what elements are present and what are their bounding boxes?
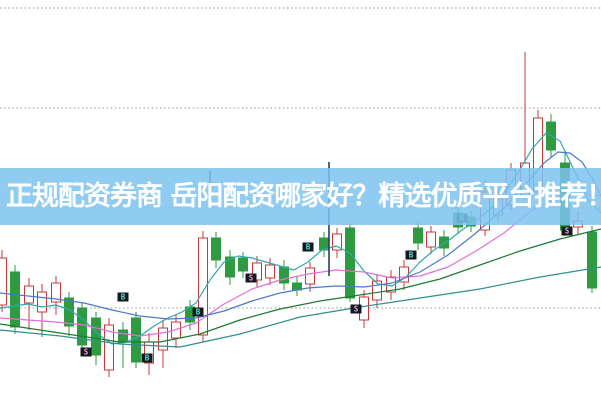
candle-down <box>118 322 128 368</box>
svg-text:B: B <box>145 354 150 363</box>
sell-signal-marker: S <box>350 304 362 314</box>
gridlines-group <box>0 7 601 309</box>
svg-text:B: B <box>409 251 414 260</box>
svg-text:S: S <box>354 305 359 314</box>
buy-signal-marker: B <box>117 292 129 302</box>
candle-up <box>0 250 7 312</box>
candle-up <box>51 276 61 315</box>
candle-down <box>345 224 355 302</box>
svg-text:S: S <box>249 274 254 283</box>
candle-down <box>587 226 597 293</box>
candle-down <box>279 260 289 290</box>
candle-up <box>265 258 275 285</box>
candle-up <box>332 228 342 258</box>
buy-signal-marker: B <box>405 250 417 260</box>
buy-signal-marker: B <box>141 353 153 363</box>
candle-down <box>319 232 329 257</box>
candle-up <box>426 226 436 254</box>
buy-signal-marker: B <box>192 307 204 317</box>
candle-down <box>211 232 221 268</box>
svg-text:S: S <box>565 227 570 236</box>
sell-signal-marker: S <box>561 226 573 236</box>
ma-dark-green <box>0 228 601 343</box>
candle-up <box>158 320 168 368</box>
svg-text:S: S <box>84 348 89 357</box>
svg-text:B: B <box>121 293 126 302</box>
svg-text:B: B <box>306 243 311 252</box>
svg-text:B: B <box>196 308 201 317</box>
candle-down <box>131 312 141 368</box>
candle-up <box>171 315 181 348</box>
candle-down <box>292 276 302 296</box>
candle-up <box>386 270 396 300</box>
candle-up <box>305 262 315 292</box>
headline-text: 正规配资券商 岳阳配资哪家好？精选优质平台推荐！ <box>6 181 601 212</box>
candle-down <box>64 292 74 336</box>
candle-down <box>77 302 87 352</box>
candle-up <box>252 256 262 288</box>
candle-up <box>372 274 382 308</box>
sell-signal-marker: S <box>245 273 257 283</box>
candle-down <box>225 250 235 285</box>
buy-signal-marker: B <box>302 242 314 252</box>
candle-up <box>37 284 47 337</box>
ma-mid-pink <box>0 193 601 337</box>
sell-signal-marker: S <box>80 347 92 357</box>
ma-slow-teal <box>0 266 601 348</box>
ma-blue <box>0 151 601 320</box>
candle-up <box>104 318 114 377</box>
candle-up <box>198 231 208 342</box>
candle-down <box>413 222 423 250</box>
headline-banner: 正规配资券商 岳阳配资哪家好？精选优质平台推荐！ <box>0 168 601 225</box>
candle-down <box>10 265 20 334</box>
